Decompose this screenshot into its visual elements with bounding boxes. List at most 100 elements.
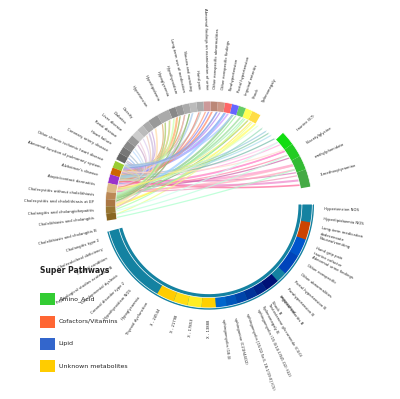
Polygon shape (108, 174, 120, 185)
Text: Cholelithiasis and cholangitis: Cholelithiasis and cholangitis (38, 217, 94, 227)
Polygon shape (106, 192, 116, 200)
Text: Parahypertension: Parahypertension (229, 58, 239, 91)
Polygon shape (291, 156, 306, 173)
Text: Other nonspecific abnormalities: Other nonspecific abnormalities (213, 28, 220, 89)
Text: Long-term use of medication: Long-term use of medication (168, 38, 185, 93)
Text: Developmental dyslexia: Developmental dyslexia (81, 274, 119, 305)
Polygon shape (210, 101, 218, 112)
Text: Other nonspecific findings: Other nonspecific findings (221, 40, 231, 90)
Polygon shape (284, 144, 300, 161)
Text: Hypothyroidism NOS: Hypothyroidism NOS (104, 289, 133, 321)
Bar (40, 316, 55, 328)
Polygon shape (112, 161, 124, 171)
Polygon shape (182, 103, 191, 115)
Polygon shape (261, 274, 278, 290)
Text: N-acetylglycine: N-acetylglycine (306, 126, 333, 145)
Text: Renal disease: Renal disease (93, 120, 116, 138)
Polygon shape (242, 108, 252, 120)
Polygon shape (175, 105, 185, 117)
Text: Hypoglycaemia: Hypoglycaemia (120, 296, 141, 322)
Polygon shape (106, 206, 116, 213)
Text: Hand pain: Hand pain (195, 70, 201, 90)
Bar (40, 338, 55, 350)
Polygon shape (119, 147, 132, 158)
Polygon shape (105, 199, 116, 206)
Polygon shape (296, 221, 311, 240)
Text: Coronary artery disease: Coronary artery disease (66, 127, 108, 152)
Text: Other nonspecific: Other nonspecific (306, 264, 336, 285)
Text: methylphenidate: methylphenidate (314, 142, 344, 159)
Text: Other abnormalities: Other abnormalities (300, 273, 332, 298)
Text: Super Pathways: Super Pathways (40, 267, 109, 275)
Text: 3-methoxytyramine: 3-methoxytyramine (320, 163, 357, 176)
Text: Portal hypertension: Portal hypertension (237, 57, 250, 93)
Polygon shape (196, 101, 204, 112)
Text: Hypertension NOS: Hypertension NOS (324, 207, 359, 212)
Text: Cholangitis type 2: Cholangitis type 2 (66, 238, 100, 253)
Polygon shape (174, 292, 190, 306)
Text: Cholecystitis without cholelithiasis: Cholecystitis without cholelithiasis (28, 187, 94, 196)
Text: Hypertension: Hypertension (130, 85, 148, 109)
Text: sphingomyelin (15:0/14:1(9Z)-O2) (G2): sphingomyelin (15:0/14:1(9Z)-O2) (G2) (256, 308, 291, 377)
Text: Cholecystitis and cholelithiasis at EP: Cholecystitis and cholelithiasis at EP (24, 199, 93, 204)
Text: X - 17853: X - 17853 (188, 319, 195, 338)
Polygon shape (106, 183, 118, 193)
Text: Inguinal enteritis: Inguinal enteritis (244, 64, 259, 96)
Text: Hand grip pain: Hand grip pain (315, 246, 343, 260)
Text: Coronal condition: Coronal condition (76, 257, 108, 277)
Text: Cofactors/Vitamins: Cofactors/Vitamins (59, 319, 118, 324)
Text: X - 24544: X - 24544 (150, 308, 162, 327)
Bar (40, 293, 55, 305)
Text: Cholangitis and cholangiohepatitis: Cholangitis and cholangiohepatitis (27, 209, 94, 216)
Polygon shape (217, 101, 225, 113)
Text: Amino_Acid: Amino_Acid (59, 296, 95, 302)
Polygon shape (290, 236, 306, 256)
Text: sphingomyelin [15/22:5n3, 18:1/19:0] (C5): sphingomyelin [15/22:5n3, 18:1/19:0] (C5… (244, 313, 275, 391)
Text: X - 21798: X - 21798 (170, 315, 179, 334)
Text: Shock B: Shock B (270, 300, 282, 315)
Polygon shape (244, 287, 258, 300)
Text: Obesity: Obesity (120, 107, 133, 120)
Text: campesterol: campesterol (278, 294, 296, 315)
Text: dodecenoate: dodecenoate (320, 233, 345, 243)
Text: Thyroid dysfunction: Thyroid dysfunction (126, 301, 149, 336)
Text: Other chronic ischemic heart disease: Other chronic ischemic heart disease (36, 130, 103, 161)
Polygon shape (123, 141, 136, 152)
Text: Splenomegaly B: Splenomegaly B (261, 306, 279, 335)
Polygon shape (189, 102, 198, 113)
Polygon shape (106, 213, 117, 221)
Text: Portal hypertension B: Portal hypertension B (293, 280, 326, 311)
Text: Psychological studies acute care B: Psychological studies acute care B (56, 266, 113, 305)
Text: Parahypertension B: Parahypertension B (286, 288, 314, 317)
Text: taurine cofactor: taurine cofactor (313, 251, 342, 268)
Text: Atopic/contact dermatitis: Atopic/contact dermatitis (47, 174, 96, 186)
Text: Hypoglycemia: Hypoglycemia (156, 71, 169, 97)
Text: Abnormal findings on examination of urine: Abnormal findings on examination of urin… (204, 8, 209, 89)
Polygon shape (278, 251, 298, 274)
Polygon shape (225, 294, 237, 306)
Text: Lipid: Lipid (59, 341, 74, 346)
Text: Unknown metabolites: Unknown metabolites (59, 364, 128, 369)
Polygon shape (132, 130, 144, 142)
Text: sphingomyelin (18:0): sphingomyelin (18:0) (221, 319, 230, 359)
Text: Long-term medication: Long-term medication (322, 227, 363, 239)
Polygon shape (230, 104, 239, 115)
Text: Coronal disorder type 2: Coronal disorder type 2 (90, 282, 126, 316)
Polygon shape (204, 101, 211, 111)
Text: sphinganine (C21H44O2): sphinganine (C21H44O2) (233, 316, 248, 364)
Text: Nausea and vomiting: Nausea and vomiting (182, 50, 193, 91)
Text: Abnormal function of pulmonary system: Abnormal function of pulmonary system (26, 140, 100, 169)
Text: Diabetes: Diabetes (112, 111, 127, 126)
Polygon shape (142, 121, 154, 133)
Polygon shape (248, 111, 260, 124)
Text: taurine (E7): taurine (E7) (296, 114, 316, 132)
Polygon shape (110, 168, 122, 177)
Text: Liver disease: Liver disease (100, 113, 122, 132)
Polygon shape (296, 169, 311, 188)
Polygon shape (202, 297, 216, 308)
Text: Shock: Shock (252, 87, 260, 99)
Polygon shape (215, 296, 227, 308)
Bar (40, 360, 55, 372)
Polygon shape (157, 285, 177, 302)
Polygon shape (127, 135, 140, 147)
